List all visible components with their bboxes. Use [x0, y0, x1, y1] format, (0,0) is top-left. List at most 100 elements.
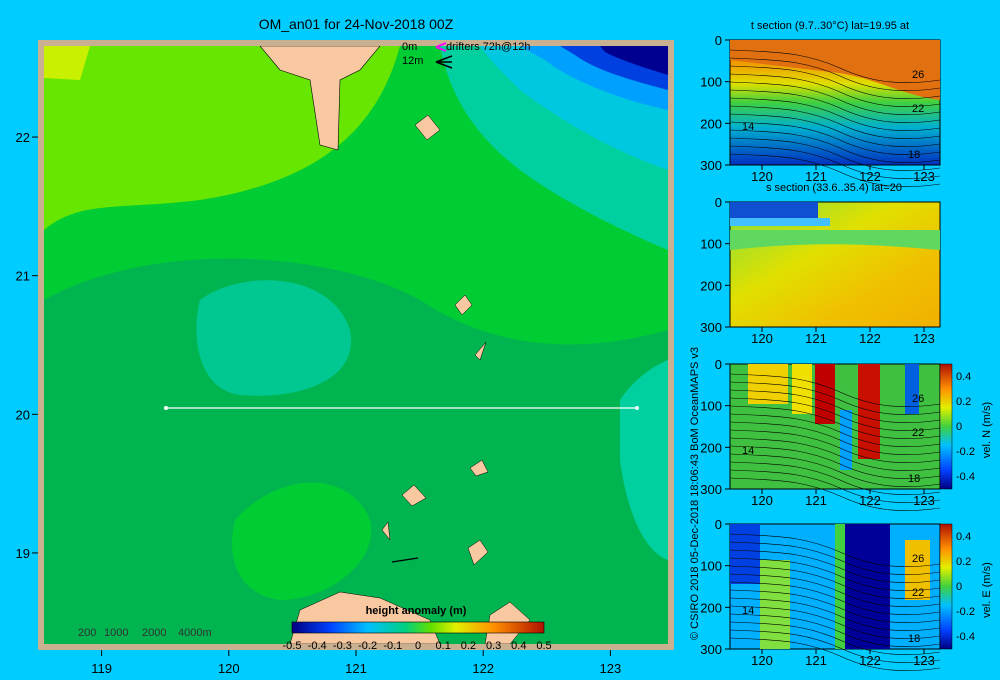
vel-e-label: vel. E (m/s)	[981, 562, 993, 618]
panel-x-tick-label: 123	[913, 493, 935, 508]
contour-line	[729, 621, 941, 655]
main-x-tick-label: 122	[472, 661, 494, 676]
panel-x-tick-label: 121	[805, 493, 827, 508]
panel-x-tick-label: 122	[859, 331, 881, 346]
panel-x-tick-label: 122	[859, 653, 881, 668]
contour-label: 26	[912, 69, 924, 81]
contour-label: 26	[912, 553, 924, 565]
panel-colorbar-tick-label: -0.4	[956, 631, 975, 643]
panel-y-tick-label: 0	[715, 195, 722, 210]
contour-line	[729, 445, 941, 479]
colorbar-tick-label: 0.3	[486, 640, 501, 652]
panel-y-tick-label: 200	[700, 116, 722, 131]
colorbar-ticks: -0.5 -0.4 -0.3 -0.2 -0.1 0 0.1 0.2 0.3 0.4 0.5	[283, 640, 552, 652]
contour-line	[729, 137, 941, 171]
contour-label: 18	[908, 473, 920, 485]
colorbar-title: height anomaly (m)	[366, 605, 467, 617]
contour-line	[729, 597, 941, 631]
main-y-tick-label: 21	[16, 269, 30, 284]
colorbar-tick-label: -0.4	[308, 640, 327, 652]
colorbar-tick-label: -0.3	[333, 640, 352, 652]
panel-colorbar-tick-label: -0.4	[956, 471, 975, 483]
t-section-title: t section (9.7..30°C) lat=19.95 at	[751, 20, 909, 32]
height-anomaly-colorbar	[291, 621, 545, 634]
panel-x-tick-label: 121	[805, 653, 827, 668]
panel-colorbar-tick-label: -0.2	[956, 606, 975, 618]
colorbar-tick-label: 0.5	[536, 640, 551, 652]
panel-colorbar-tick-label: 0	[956, 421, 962, 433]
colorbar-tick-label: 0.1	[436, 640, 451, 652]
vel-n-label: vel. N (m/s)	[981, 402, 993, 458]
main-x-tick-label: 123	[600, 661, 622, 676]
contour-line	[729, 389, 941, 423]
contour-line	[729, 65, 941, 99]
contour-line	[729, 57, 941, 91]
colorbar-tick-label: -0.5	[283, 640, 302, 652]
contour-label: 22	[912, 427, 924, 439]
contour-line	[729, 421, 941, 455]
contour-line	[729, 413, 941, 447]
colorbar-tick-label: -0.2	[358, 640, 377, 652]
main-title: OM_an01 for 24-Nov-2018 00Z	[259, 16, 454, 32]
panel-y-tick-label: 0	[715, 33, 722, 48]
depth-legend: 200 1000 2000 4000m	[78, 627, 212, 639]
panel-y-tick-label: 300	[700, 642, 722, 657]
contour-line	[729, 533, 941, 567]
contour-line	[729, 145, 941, 179]
depth-200: 200	[78, 627, 96, 639]
contour-line	[729, 461, 941, 495]
drifters-label: drifters 72h@12h	[446, 41, 531, 53]
main-x-tick-label: 119	[91, 661, 112, 676]
contour-line	[729, 565, 941, 599]
panel-y-tick-label: 100	[700, 75, 722, 90]
panel-x-tick-label: 121	[805, 331, 827, 346]
contour-line	[729, 153, 941, 187]
contour-label: 18	[908, 149, 920, 161]
contour-line	[729, 129, 941, 163]
panel-x-tick-label: 120	[751, 331, 773, 346]
contour-line	[729, 429, 941, 463]
main-x-tick-label: 121	[345, 661, 367, 676]
contour-label: 14	[742, 605, 754, 617]
s-section-title: s section (33.6..35.4) lat=20	[766, 182, 902, 194]
panel-y-tick-label: 200	[700, 600, 722, 615]
contour-line	[729, 629, 941, 663]
main-y-tick-label: 22	[16, 130, 30, 145]
panel-x-tick-label: 123	[913, 169, 935, 184]
panel-x-tick-label: 120	[751, 653, 773, 668]
panel-x-tick-label: 121	[805, 169, 827, 184]
contour-line	[729, 97, 941, 131]
contour-line	[729, 73, 941, 107]
contour-line	[729, 637, 941, 671]
depth-2000: 2000	[142, 627, 166, 639]
contour-line	[729, 397, 941, 431]
contour-line	[729, 105, 941, 139]
panel-x-tick-label: 123	[913, 331, 935, 346]
contour-label: 14	[742, 445, 754, 457]
panel-y-tick-label: 100	[700, 237, 722, 252]
drifter-arrow-icon	[435, 42, 447, 52]
panel-y-tick-label: 200	[700, 440, 722, 455]
contour-line	[729, 469, 941, 503]
colorbar-tick-label: -0.1	[383, 640, 402, 652]
contour-line	[729, 437, 941, 471]
contour-line	[729, 613, 941, 647]
main-x-tick-label: 120	[218, 661, 240, 676]
panel-y-tick-label: 300	[700, 158, 722, 173]
panel-colorbar-tick-label: 0.4	[956, 371, 971, 383]
contour-line	[729, 405, 941, 439]
legend-0m: 0m	[402, 41, 417, 53]
panel-x-tick-label: 122	[859, 169, 881, 184]
contour-line	[729, 557, 941, 591]
panel-y-tick-label: 200	[700, 278, 722, 293]
contour-line	[729, 581, 941, 615]
contour-line	[729, 373, 941, 407]
credit-text: © CSIRO 2018 05-Dec-2018 18:06:43 BoM Oc…	[689, 347, 701, 640]
contour-line	[729, 89, 941, 123]
main-y-tick-label: 19	[16, 546, 30, 561]
main-y-axis: 22 21 20 19	[16, 130, 38, 561]
contour-line	[729, 549, 941, 583]
contour-label: 22	[912, 587, 924, 599]
contour-line	[729, 113, 941, 147]
panel-y-tick-label: 0	[715, 357, 722, 372]
